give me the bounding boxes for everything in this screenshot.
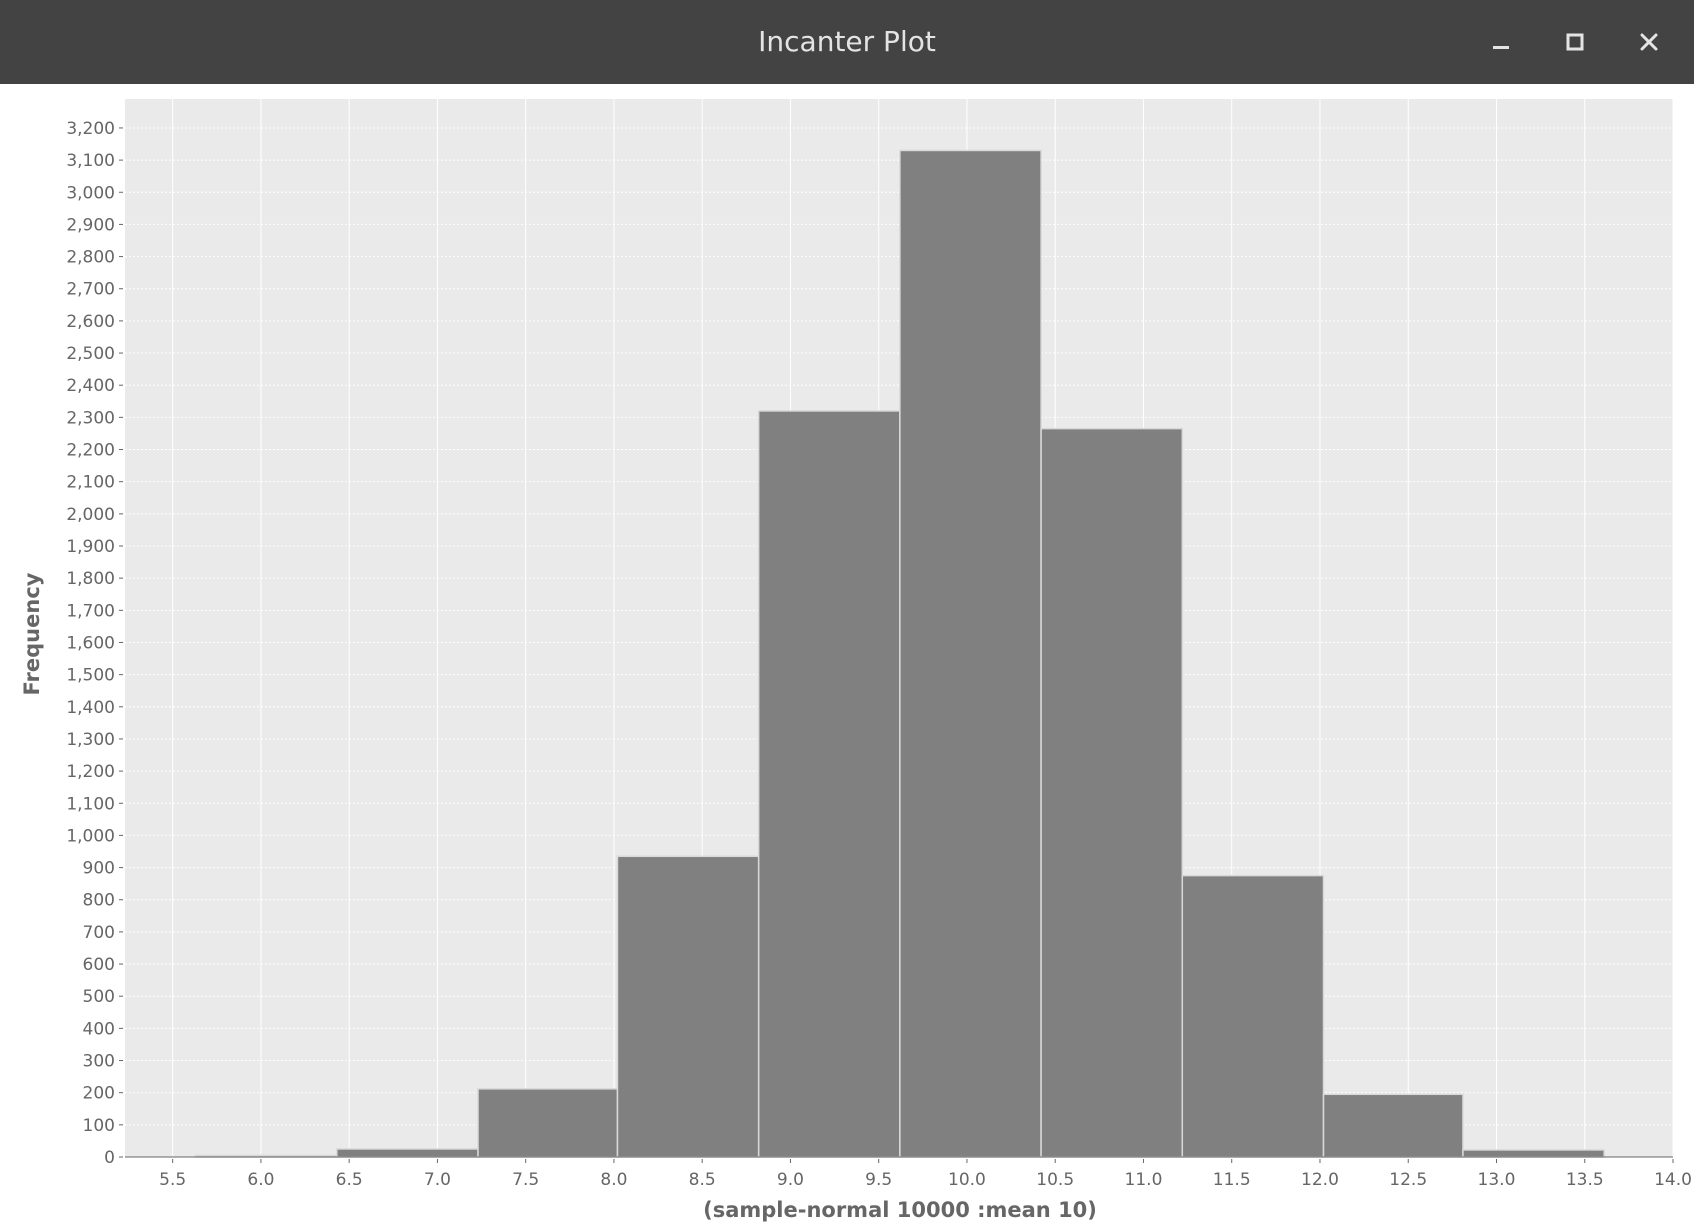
- y-tick-label: 500: [83, 987, 115, 1007]
- x-axis-ticks: 5.5 6.0 6.5 7.0 7.5 8.0 8.5 9.0 9.5 10.0 10.5 11.0 1…: [159, 1159, 1692, 1190]
- y-tick-label: 600: [83, 955, 115, 975]
- x-tick-label: 7.0: [424, 1170, 451, 1190]
- x-tick-label: 10.5: [1036, 1170, 1074, 1190]
- x-tick-label: 5.5: [159, 1170, 186, 1190]
- y-tick-label: 2,300: [66, 408, 115, 428]
- y-tick-label: 1,100: [66, 794, 115, 814]
- x-tick-label: 7.5: [512, 1170, 539, 1190]
- histogram-bar: [1322, 1093, 1464, 1158]
- y-tick-label: 2,400: [66, 376, 115, 396]
- y-tick-label: 1,600: [66, 633, 115, 653]
- y-tick-label: 1,500: [66, 666, 115, 686]
- title-bar: Incanter Plot: [0, 0, 1694, 84]
- y-tick-label: 800: [83, 891, 115, 911]
- histogram-bar: [336, 1148, 479, 1158]
- y-tick-label: 900: [83, 859, 115, 879]
- y-tick-label: 2,200: [66, 441, 115, 461]
- y-axis-label: Frequency: [20, 572, 44, 695]
- histogram-bar: [757, 410, 901, 1158]
- close-button[interactable]: [1628, 21, 1670, 63]
- y-axis-ticks: 0 100 200 300 400 500 600 700 800 900 1,000 1,100 1,…: [66, 119, 123, 1168]
- x-tick-label: 8.5: [689, 1170, 716, 1190]
- y-tick-label: 700: [83, 923, 115, 943]
- y-tick-label: 2,900: [66, 215, 115, 235]
- x-axis-label: (sample-normal 10000 :mean 10): [703, 1198, 1097, 1222]
- y-tick-label: 200: [83, 1084, 115, 1104]
- x-tick-label: 9.0: [777, 1170, 804, 1190]
- histogram-bar: [1181, 874, 1325, 1158]
- x-tick-label: 11.5: [1213, 1170, 1251, 1190]
- window-title: Incanter Plot: [758, 25, 936, 58]
- minimize-icon: [1493, 46, 1509, 49]
- histogram-bar: [1462, 1149, 1605, 1158]
- x-tick-label: 13.0: [1478, 1170, 1516, 1190]
- maximize-button[interactable]: [1554, 21, 1596, 63]
- y-tick-label: 2,000: [66, 505, 115, 525]
- plot-panel: 0 100 200 300 400 500 600 700 800 900 1,000 1,100 1,…: [0, 84, 1694, 1229]
- y-tick-label: 2,700: [66, 280, 115, 300]
- y-tick-label: 1,800: [66, 569, 115, 589]
- y-tick-label: 100: [83, 1116, 115, 1136]
- y-tick-label: 3,000: [66, 183, 115, 203]
- y-tick-label: 1,300: [66, 730, 115, 750]
- x-tick-label: 14.0: [1654, 1170, 1692, 1190]
- y-tick-label: 3,200: [66, 119, 115, 139]
- y-tick-label: 300: [83, 1052, 115, 1072]
- y-tick-label: 1,400: [66, 698, 115, 718]
- y-tick-label: 1,200: [66, 762, 115, 782]
- y-tick-label: 2,800: [66, 248, 115, 268]
- x-tick-label: 6.5: [336, 1170, 363, 1190]
- histogram-bar: [899, 149, 1042, 1158]
- x-tick-label: 6.0: [247, 1170, 274, 1190]
- y-tick-label: 1,900: [66, 537, 115, 557]
- x-tick-label: 9.5: [865, 1170, 892, 1190]
- histogram-bar: [477, 1088, 619, 1158]
- histogram-bar: [1040, 427, 1184, 1158]
- y-tick-label: 400: [83, 1019, 115, 1039]
- y-tick-label: 1,000: [66, 826, 115, 846]
- y-tick-label: 2,600: [66, 312, 115, 332]
- maximize-icon: [1566, 33, 1584, 51]
- x-tick-label: 10.0: [948, 1170, 986, 1190]
- y-tick-label: 0: [104, 1148, 115, 1168]
- x-tick-label: 12.5: [1389, 1170, 1427, 1190]
- y-tick-label: 3,100: [66, 151, 115, 171]
- x-tick-label: 13.5: [1566, 1170, 1604, 1190]
- y-tick-label: 1,700: [66, 601, 115, 621]
- histogram-chart: 0 100 200 300 400 500 600 700 800 900 1,000 1,100 1,…: [20, 99, 1692, 1222]
- close-icon: [1640, 33, 1658, 51]
- x-tick-label: 12.0: [1301, 1170, 1339, 1190]
- x-tick-label: 11.0: [1125, 1170, 1163, 1190]
- histogram-bar: [616, 855, 760, 1158]
- y-tick-label: 2,100: [66, 473, 115, 493]
- y-tick-label: 2,500: [66, 344, 115, 364]
- minimize-button[interactable]: [1480, 21, 1522, 63]
- x-tick-label: 8.0: [600, 1170, 627, 1190]
